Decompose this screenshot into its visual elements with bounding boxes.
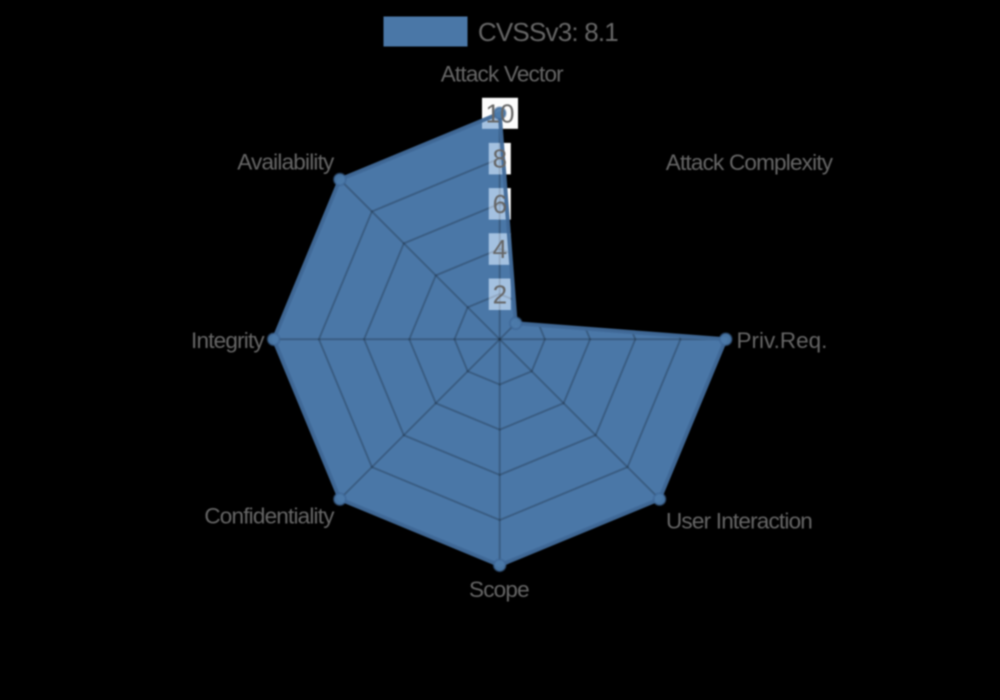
svg-text:Confidentiality: Confidentiality — [204, 504, 335, 529]
svg-text:Scope: Scope — [469, 577, 529, 602]
svg-text:8: 8 — [493, 144, 507, 174]
svg-text:User Interaction: User Interaction — [666, 508, 812, 533]
svg-text:Availability: Availability — [237, 150, 335, 175]
svg-text:Attack Complexity: Attack Complexity — [666, 150, 834, 175]
svg-text:Integrity: Integrity — [191, 328, 265, 353]
svg-text:4: 4 — [493, 234, 507, 264]
svg-text:Attack Vector: Attack Vector — [441, 62, 564, 87]
svg-text:6: 6 — [493, 189, 507, 219]
svg-text:10: 10 — [486, 99, 515, 129]
svg-text:Priv.Req.: Priv.Req. — [737, 328, 828, 353]
svg-text:2: 2 — [493, 279, 507, 309]
svg-text:CVSSv3: 8.1: CVSSv3: 8.1 — [478, 17, 618, 47]
